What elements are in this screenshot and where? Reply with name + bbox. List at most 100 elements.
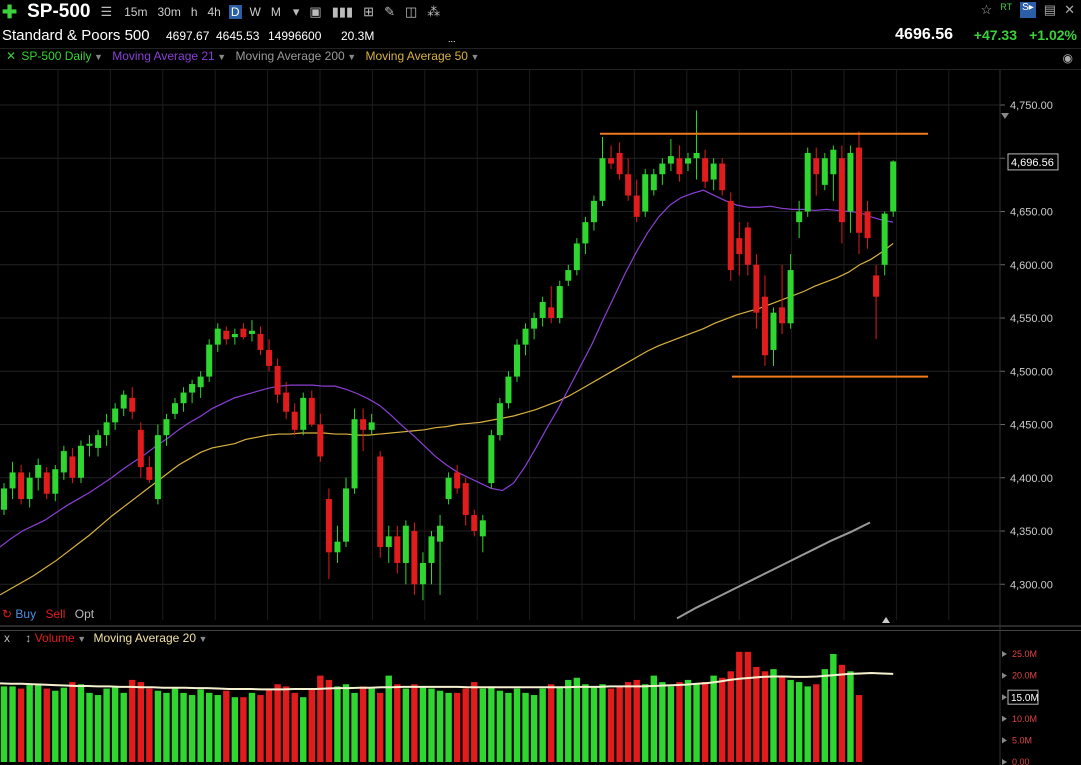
- candle-body: [856, 147, 862, 233]
- timeframe-h[interactable]: h: [190, 5, 198, 19]
- timeframe-15m[interactable]: 15m: [124, 5, 148, 19]
- close-icon[interactable]: ✕: [6, 49, 17, 63]
- candle-body: [343, 488, 349, 542]
- candle-body: [189, 384, 196, 393]
- volume-bar: [154, 690, 162, 762]
- list-icon[interactable]: ☰: [100, 4, 113, 19]
- candle-body: [864, 211, 871, 239]
- candle-body: [385, 536, 392, 547]
- candle-body: [685, 158, 691, 164]
- candle-body: [565, 270, 572, 281]
- volume-bar: [60, 687, 68, 762]
- candle-body: [402, 525, 409, 563]
- candle-body: [325, 499, 332, 553]
- star-icon[interactable]: ☆: [980, 2, 993, 17]
- add-symbol-icon[interactable]: ✚: [2, 1, 18, 22]
- move-icon[interactable]: ↕: [25, 631, 32, 645]
- price-tick-label: 4,350.00: [1010, 526, 1053, 538]
- volume-bar: [496, 690, 504, 762]
- scroll-down-icon: [1001, 113, 1009, 119]
- candle-body: [197, 376, 204, 388]
- volume-axis: 25.0M 20.0M 15.0M 10.0M 5.0M 0.00: [1002, 649, 1037, 765]
- candle-body: [9, 472, 16, 489]
- legend-price[interactable]: SP-500 Daily: [21, 49, 92, 63]
- legend-volume-ma[interactable]: Moving Average 20: [93, 631, 196, 645]
- toolbar: ✚ SP-500 ☰ 15m 30m h 4h D W M ▾ ▣ ▮▮▮ ⊞ ✎ ◫ ⁂ …: [0, 0, 1081, 24]
- volume-bar: [248, 692, 256, 762]
- candle-body: [770, 312, 777, 350]
- share-icon[interactable]: S▸: [1020, 2, 1036, 18]
- volume-bar: [445, 692, 452, 762]
- volume-bar: [607, 688, 615, 762]
- volume-tick-label: 5.0M: [1012, 735, 1032, 745]
- volume-bar: [419, 686, 427, 762]
- opt-button[interactable]: Opt: [74, 607, 95, 621]
- legend-ma21[interactable]: Moving Average 21: [112, 49, 215, 63]
- legend-volume[interactable]: Volume: [34, 631, 75, 645]
- candle-body: [445, 477, 452, 500]
- candle-body: [437, 525, 444, 542]
- sell-button[interactable]: Sell: [45, 607, 66, 621]
- notes-icon[interactable]: ◫: [404, 4, 418, 19]
- candle-body: [52, 469, 59, 494]
- candle-body: [873, 275, 880, 297]
- symbol-title[interactable]: SP-500: [27, 1, 91, 22]
- candle-body: [608, 158, 615, 164]
- volume-bar: [787, 679, 794, 762]
- price-tick-label: 4,750.00: [1010, 100, 1053, 112]
- volume-bar: [137, 682, 144, 762]
- volume-tick-marker: [1002, 737, 1007, 744]
- palette-icon[interactable]: ◉: [1062, 51, 1073, 65]
- candle-body: [779, 307, 786, 324]
- candle-body: [300, 397, 307, 430]
- candle-body: [419, 562, 426, 585]
- candle-body: [761, 296, 768, 356]
- volume-bar: [111, 686, 119, 762]
- volume-bar: [146, 688, 153, 762]
- legend-ma50[interactable]: Moving Average 50: [365, 49, 468, 63]
- volume-bar: [197, 689, 204, 762]
- timeframe-30m[interactable]: 30m: [157, 5, 181, 19]
- template-icon[interactable]: ▣: [309, 4, 322, 19]
- volume-bar: [855, 695, 863, 762]
- rt-icon[interactable]: RT: [1000, 2, 1013, 12]
- volume-bar: [513, 688, 521, 762]
- candle-body: [146, 467, 153, 480]
- timeframe-W[interactable]: W: [249, 5, 261, 19]
- timeframe-dropdown-icon[interactable]: ▾: [292, 4, 300, 19]
- candle-body: [77, 445, 84, 478]
- chart-style-icon[interactable]: ▮▮▮: [331, 4, 354, 19]
- volume-bar: [650, 675, 657, 762]
- candle-body: [821, 158, 828, 185]
- volume-bar: [300, 697, 307, 762]
- quote-more[interactable]: ...: [448, 34, 456, 44]
- volume-close-button[interactable]: x: [4, 631, 10, 645]
- candle-body: [154, 435, 161, 500]
- volume-bar: [206, 692, 213, 762]
- draw-tool-icon[interactable]: ✎: [384, 4, 395, 19]
- volume-bar: [317, 675, 324, 762]
- timeframe-M[interactable]: M: [270, 5, 281, 19]
- timeframe-D[interactable]: D: [228, 5, 242, 19]
- indicators-icon[interactable]: ⊞: [363, 4, 375, 19]
- volume-bar: [582, 684, 589, 762]
- volume-bar: [590, 686, 598, 762]
- volume-bar: [642, 684, 649, 762]
- candle-body: [95, 435, 102, 448]
- close-icon[interactable]: ✕: [1064, 2, 1075, 17]
- candle-body: [137, 429, 144, 468]
- save-icon[interactable]: ▤: [1043, 2, 1057, 17]
- trade-icon[interactable]: ↻: [2, 607, 13, 621]
- buy-button[interactable]: Buy: [15, 607, 37, 621]
- share-network-icon[interactable]: ⁂: [427, 4, 441, 19]
- candle-body: [693, 152, 700, 159]
- volume-last-box: [1007, 689, 1039, 705]
- volume-tick-marker: [1002, 694, 1007, 701]
- legend-ma200[interactable]: Moving Average 200: [235, 49, 345, 63]
- candle-body: [180, 392, 187, 404]
- instrument-name: Standard & Poors 500: [2, 27, 150, 44]
- candle-body: [881, 213, 888, 265]
- candle-body: [163, 419, 170, 436]
- candle-body: [676, 158, 683, 175]
- timeframe-4h[interactable]: 4h: [207, 5, 221, 19]
